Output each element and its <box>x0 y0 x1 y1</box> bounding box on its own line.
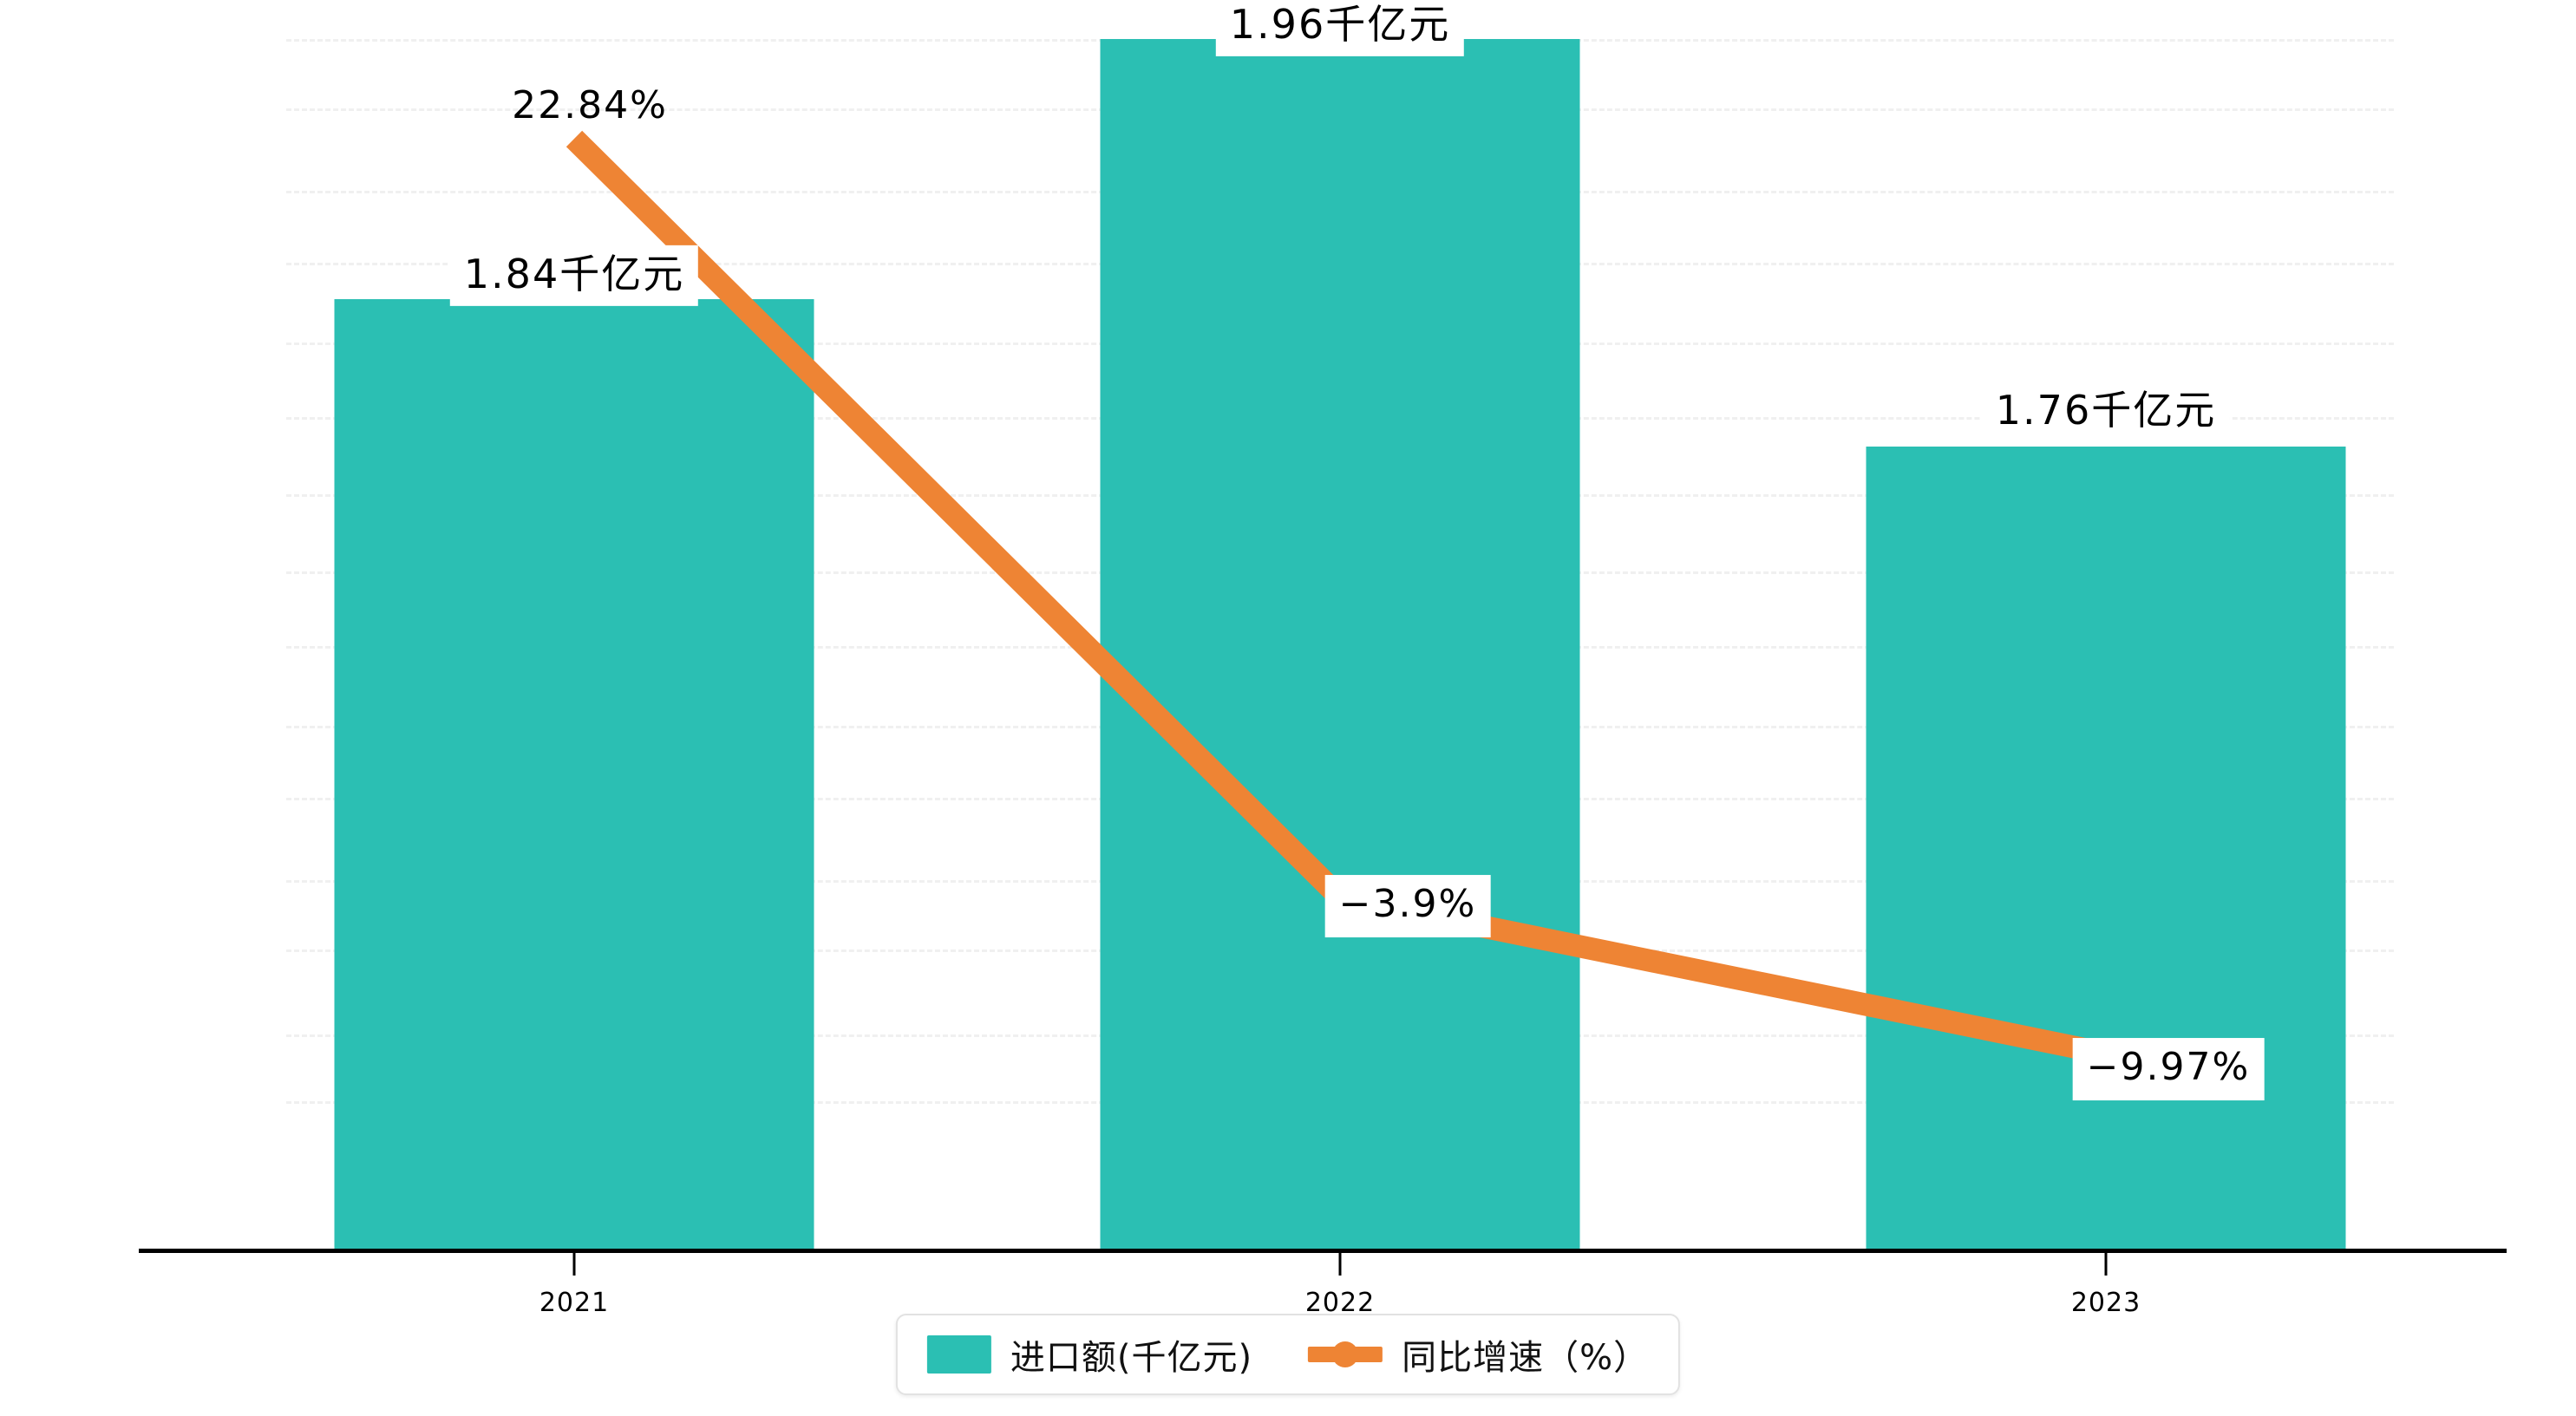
chart-legend: 进口额(千亿元) 同比增速（%） <box>895 1314 1681 1395</box>
legend-label-import-amount: 进口额(千亿元) <box>1010 1338 1253 1378</box>
bar-2023[interactable] <box>1866 447 2346 1249</box>
legend-item-growth-rate[interactable]: 同比增速（%） <box>1308 1329 1649 1380</box>
growth-value-label-2022: −3.9% <box>1324 875 1491 937</box>
growth-value-label-2021: 22.84% <box>512 83 668 128</box>
line-swatch-icon <box>1308 1335 1383 1374</box>
x-axis-tick-mark <box>1338 1253 1342 1276</box>
line-swatch-marker <box>1332 1341 1359 1367</box>
bar-swatch-icon <box>926 1335 991 1374</box>
bar-value-label-2021: 1.84千亿元 <box>449 245 699 307</box>
legend-item-import-amount[interactable]: 进口额(千亿元) <box>926 1329 1253 1380</box>
bar-value-label-2023: 1.76千亿元 <box>1981 381 2231 443</box>
x-axis-tick-mark <box>2104 1253 2108 1276</box>
growth-value-label-2023: −9.97% <box>2072 1038 2265 1100</box>
x-axis-label-2023: 2023 <box>2070 1288 2141 1318</box>
plot-area: 1.96千亿元– 1.92千亿元– 1.88千亿元– 1.84千亿元– 1.8千… <box>139 0 2507 1318</box>
x-axis-label-2022: 2022 <box>1304 1288 1376 1318</box>
x-axis-label-2021: 2021 <box>539 1288 610 1318</box>
bar-2021[interactable] <box>334 299 814 1249</box>
x-axis-baseline <box>139 1249 2507 1253</box>
x-axis-tick-mark <box>572 1253 576 1276</box>
legend-label-growth-rate: 同比增速（%） <box>1402 1338 1650 1378</box>
bar-2022[interactable] <box>1100 39 1580 1249</box>
bar-value-label-2022: 1.96千亿元 <box>1215 0 1465 57</box>
